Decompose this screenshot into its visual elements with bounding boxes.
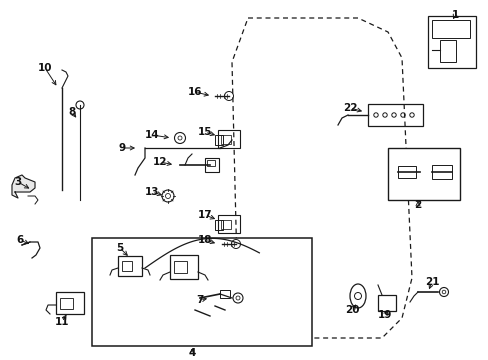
Bar [122,261,132,271]
Text: 14: 14 [144,130,159,140]
Bar [56,292,84,314]
Text: 1: 1 [450,10,458,20]
Polygon shape [12,175,35,198]
Bar [60,297,73,309]
Bar [204,158,219,172]
Bar [215,135,223,145]
Text: 22: 22 [342,103,357,113]
Bar [118,256,142,276]
Text: 6: 6 [16,235,23,245]
Bar [220,290,229,298]
Bar [431,165,451,179]
Text: 11: 11 [55,317,69,327]
Text: 17: 17 [197,210,212,220]
Text: 10: 10 [38,63,52,73]
Bar [377,295,395,311]
Text: 5: 5 [116,243,123,253]
Bar [174,261,186,273]
Bar [221,220,231,229]
Bar [92,238,311,346]
Text: 20: 20 [344,305,359,315]
Bar [367,104,422,126]
Text: 16: 16 [187,87,202,97]
Bar [439,40,455,62]
Text: 4: 4 [188,348,195,358]
Text: 9: 9 [118,143,125,153]
Bar [397,166,415,178]
Text: 15: 15 [197,127,212,137]
Bar [387,148,459,200]
Text: 19: 19 [377,310,391,320]
Bar [206,160,215,166]
Bar [218,130,240,148]
Text: 2: 2 [413,200,421,210]
Text: 18: 18 [197,235,212,245]
Bar [221,135,231,144]
Text: 21: 21 [424,277,438,287]
Text: 13: 13 [144,187,159,197]
Text: 7: 7 [196,295,203,305]
Bar [427,16,475,68]
Bar [215,220,223,230]
Bar [218,215,240,233]
Bar [431,20,469,38]
Bar [170,255,198,279]
Text: 12: 12 [152,157,167,167]
Text: 8: 8 [68,107,76,117]
Text: 3: 3 [14,177,21,187]
